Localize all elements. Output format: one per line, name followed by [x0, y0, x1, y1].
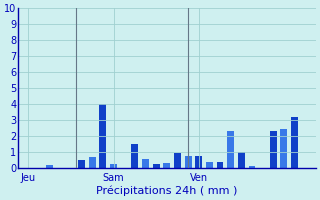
Bar — [206, 162, 213, 168]
Bar — [100, 104, 107, 168]
Bar — [153, 164, 160, 168]
Bar — [238, 152, 245, 168]
Bar — [195, 156, 202, 168]
Bar — [270, 131, 277, 168]
Bar — [110, 164, 117, 168]
Bar — [46, 165, 53, 168]
Bar — [227, 131, 234, 168]
Bar — [78, 160, 85, 168]
Bar — [280, 129, 287, 168]
Bar — [217, 162, 223, 168]
Bar — [142, 159, 149, 168]
Bar — [89, 157, 96, 168]
Bar — [185, 156, 192, 168]
Bar — [249, 166, 255, 168]
Bar — [132, 144, 138, 168]
Bar — [291, 117, 298, 168]
Bar — [164, 163, 170, 168]
Bar — [174, 153, 181, 168]
X-axis label: Précipitations 24h ( mm ): Précipitations 24h ( mm ) — [96, 185, 237, 196]
